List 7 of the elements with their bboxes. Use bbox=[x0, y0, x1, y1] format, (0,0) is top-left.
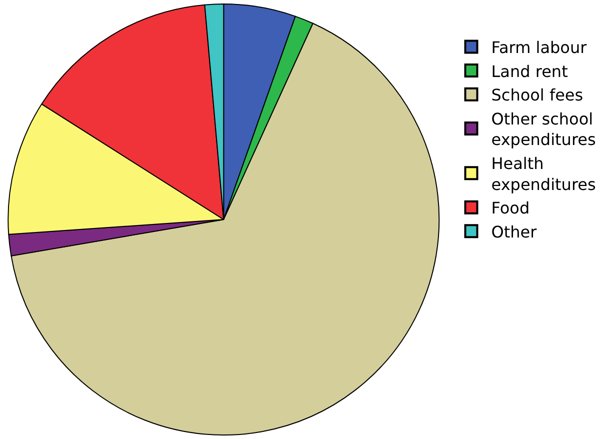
legend-label: School fees bbox=[491, 86, 584, 105]
legend-label: Food bbox=[491, 198, 530, 218]
legend-label: Other bbox=[491, 222, 538, 242]
legend-label: Other school expenditures bbox=[491, 109, 596, 150]
legend-label: Land rent bbox=[491, 62, 568, 81]
legend-label: Farm labour bbox=[491, 38, 588, 57]
legend-label: Health expenditures bbox=[491, 154, 596, 194]
